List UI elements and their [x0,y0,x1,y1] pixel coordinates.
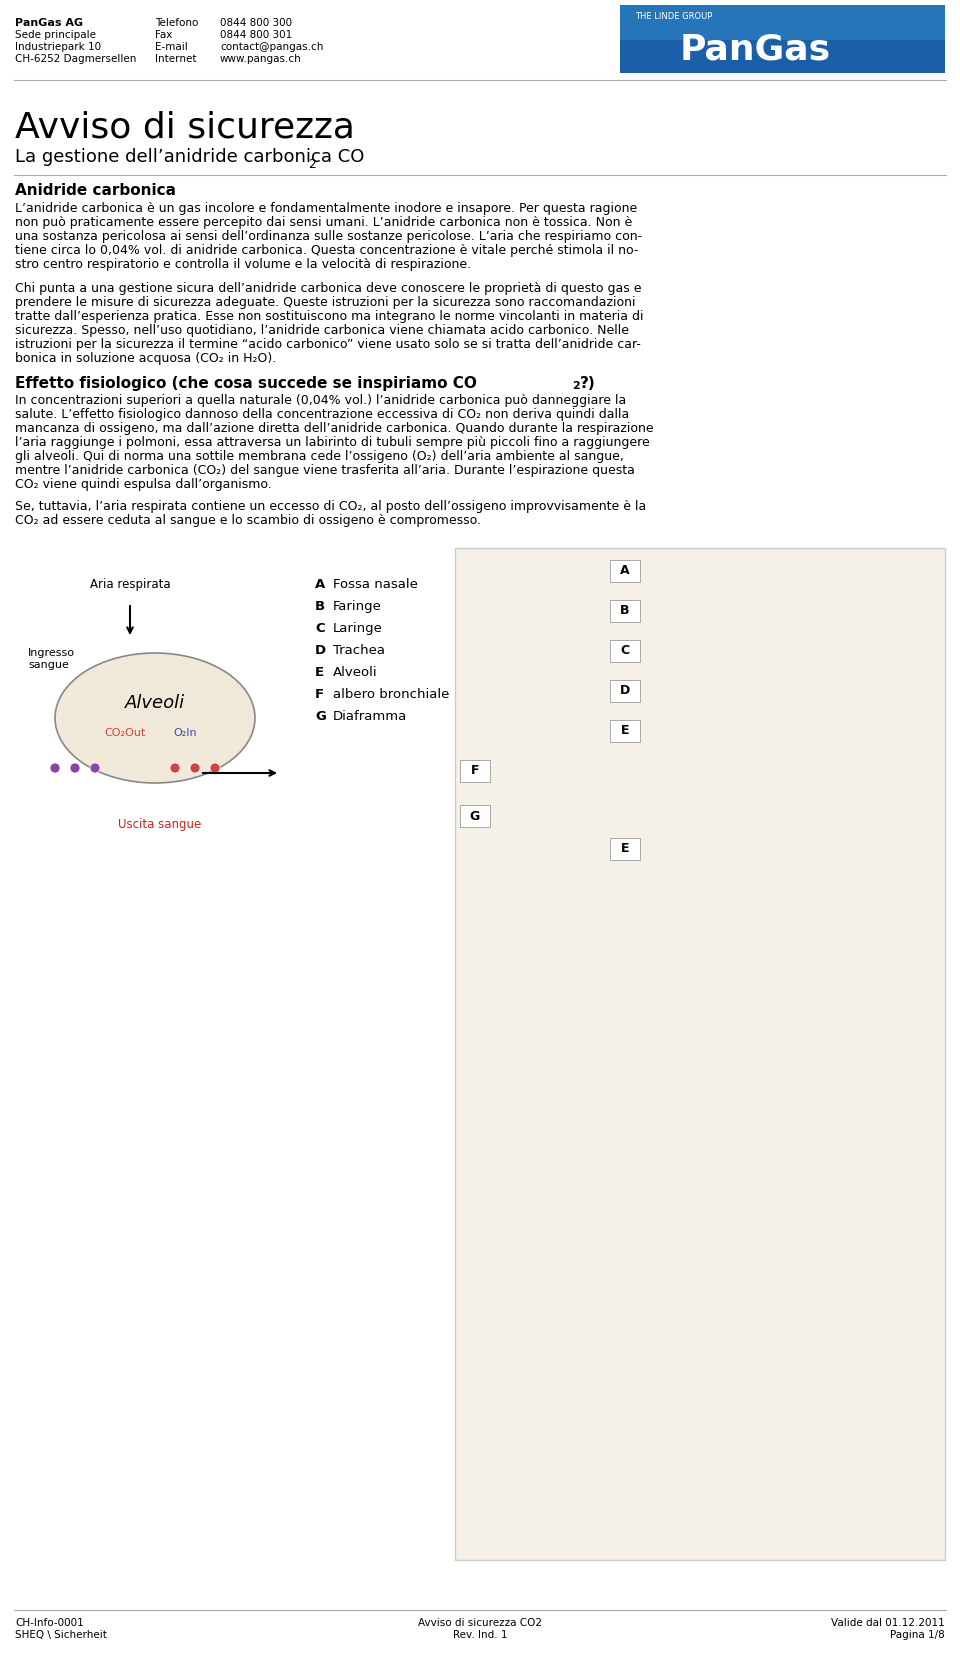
Text: Effetto fisiologico (che cosa succede se inspiriamo CO: Effetto fisiologico (che cosa succede se… [15,375,477,392]
Text: La gestione dell’anidride carbonica CO: La gestione dell’anidride carbonica CO [15,149,365,165]
Text: CO₂ viene quindi espulsa dall’organismo.: CO₂ viene quindi espulsa dall’organismo. [15,478,272,491]
FancyBboxPatch shape [610,679,640,703]
Text: Alveoli: Alveoli [125,694,185,712]
Text: PanGas AG: PanGas AG [15,18,84,28]
Circle shape [50,764,60,774]
FancyBboxPatch shape [610,640,640,661]
Text: Telefono: Telefono [155,18,199,28]
Text: 0844 800 301: 0844 800 301 [220,30,292,40]
Text: mentre l’anidride carbonica (CO₂) del sangue viene trasferita all’aria. Durante : mentre l’anidride carbonica (CO₂) del sa… [15,464,635,478]
Text: bonica in soluzione acquosa (CO₂ in H₂O).: bonica in soluzione acquosa (CO₂ in H₂O)… [15,352,276,365]
Text: stro centro respiratorio e controlla il volume e la velocità di respirazione.: stro centro respiratorio e controlla il … [15,258,471,271]
Text: CH-Info-0001: CH-Info-0001 [15,1618,84,1628]
Text: tiene circa lo 0,04% vol. di anidride carbonica. Questa concentrazione è vitale : tiene circa lo 0,04% vol. di anidride ca… [15,245,638,256]
Text: B: B [620,605,630,618]
Text: B: B [315,600,325,613]
Text: PanGas: PanGas [680,31,831,66]
Text: salute. L’effetto fisiologico dannoso della concentrazione eccessiva di CO₂ non : salute. L’effetto fisiologico dannoso de… [15,408,629,422]
Text: SHEQ \ Sicherheit: SHEQ \ Sicherheit [15,1630,107,1640]
Text: G: G [315,711,325,722]
Text: Avviso di sicurezza CO2: Avviso di sicurezza CO2 [418,1618,542,1628]
Text: l’aria raggiunge i polmoni, essa attraversa un labirinto di tubuli sempre più pi: l’aria raggiunge i polmoni, essa attrave… [15,436,650,450]
Text: Anidride carbonica: Anidride carbonica [15,183,176,198]
Text: Ingresso
sangue: Ingresso sangue [28,648,75,669]
Text: A: A [315,579,325,592]
Text: E-mail: E-mail [155,41,188,51]
FancyBboxPatch shape [610,600,640,622]
Text: ?): ?) [580,375,596,392]
Text: E: E [621,843,629,856]
Text: Se, tuttavia, l’aria respirata contiene un eccesso di CO₂, al posto dell’ossigen: Se, tuttavia, l’aria respirata contiene … [15,499,646,512]
Text: C: C [620,645,630,658]
Text: Faringe: Faringe [333,600,382,613]
FancyBboxPatch shape [610,721,640,742]
Text: In concentrazioni superiori a quella naturale (0,04% vol.) l’anidride carbonica : In concentrazioni superiori a quella nat… [15,393,626,407]
Circle shape [190,764,200,774]
Text: C: C [315,622,324,635]
Text: CO₂ ad essere ceduta al sangue e lo scambio di ossigeno è compromesso.: CO₂ ad essere ceduta al sangue e lo scam… [15,514,481,527]
Text: G: G [469,810,480,823]
Text: una sostanza pericolosa ai sensi dell’ordinanza sulle sostanze pericolose. L’ari: una sostanza pericolosa ai sensi dell’or… [15,230,642,243]
Text: F: F [470,764,479,777]
Text: Fossa nasale: Fossa nasale [333,579,418,592]
Text: non può praticamente essere percepito dai sensi umani. L’anidride carbonica non : non può praticamente essere percepito da… [15,217,633,230]
Circle shape [70,764,80,774]
Text: Valide dal 01.12.2011: Valide dal 01.12.2011 [831,1618,945,1628]
Circle shape [210,764,220,774]
Text: CH-6252 Dagmersellen: CH-6252 Dagmersellen [15,55,136,64]
Circle shape [170,764,180,774]
Text: Sede principale: Sede principale [15,30,96,40]
Text: Pagina 1/8: Pagina 1/8 [890,1630,945,1640]
FancyBboxPatch shape [460,805,490,826]
Text: Avviso di sicurezza: Avviso di sicurezza [15,111,355,144]
FancyBboxPatch shape [610,560,640,582]
Text: Diaframma: Diaframma [333,711,407,722]
Text: mancanza di ossigeno, ma dall’azione diretta dell’anidride carbonica. Quando dur: mancanza di ossigeno, ma dall’azione dir… [15,422,654,435]
Ellipse shape [55,653,255,784]
Text: istruzioni per la sicurezza il termine “acido carbonico” viene usato solo se si : istruzioni per la sicurezza il termine “… [15,337,641,350]
Text: gli alveoli. Qui di norma una sottile membrana cede l’ossigeno (O₂) dell’aria am: gli alveoli. Qui di norma una sottile me… [15,450,624,463]
Text: Uscita sangue: Uscita sangue [118,818,202,831]
Text: tratte dall’esperienza pratica. Esse non sostituiscono ma integrano le norme vin: tratte dall’esperienza pratica. Esse non… [15,311,643,322]
Text: prendere le misure di sicurezza adeguate. Queste istruzioni per la sicurezza son: prendere le misure di sicurezza adeguate… [15,296,636,309]
Text: Chi punta a una gestione sicura dell’anidride carbonica deve conoscere le propri: Chi punta a una gestione sicura dell’ani… [15,283,641,294]
Text: Alveoli: Alveoli [333,666,377,679]
Text: CO₂Out: CO₂Out [105,727,146,737]
Text: Aria respirata: Aria respirata [89,579,170,592]
Text: Internet: Internet [155,55,197,64]
FancyBboxPatch shape [620,5,945,40]
Text: sicurezza. Spesso, nell’uso quotidiano, l’anidride carbonica viene chiamata acid: sicurezza. Spesso, nell’uso quotidiano, … [15,324,629,337]
Text: 2: 2 [308,159,316,170]
Text: THE LINDE GROUP: THE LINDE GROUP [635,12,712,21]
Text: Fax: Fax [155,30,173,40]
FancyBboxPatch shape [610,838,640,860]
Text: www.pangas.ch: www.pangas.ch [220,55,301,64]
Text: albero bronchiale: albero bronchiale [333,688,449,701]
FancyBboxPatch shape [620,5,945,73]
Text: Trachea: Trachea [333,645,385,656]
Text: 0844 800 300: 0844 800 300 [220,18,292,28]
Text: Rev. Ind. 1: Rev. Ind. 1 [453,1630,507,1640]
FancyBboxPatch shape [460,760,490,782]
Text: Laringe: Laringe [333,622,383,635]
Text: A: A [620,565,630,577]
Text: E: E [315,666,324,679]
FancyBboxPatch shape [455,549,945,1560]
Text: L’anidride carbonica è un gas incolore e fondamentalmente inodore e insapore. Pe: L’anidride carbonica è un gas incolore e… [15,202,637,215]
Text: D: D [315,645,326,656]
Text: D: D [620,684,630,698]
Text: contact@pangas.ch: contact@pangas.ch [220,41,324,51]
Text: 2: 2 [572,380,580,392]
Text: E: E [621,724,629,737]
Text: O₂In: O₂In [173,727,197,737]
Text: F: F [315,688,324,701]
Circle shape [90,764,100,774]
Text: Industriepark 10: Industriepark 10 [15,41,101,51]
